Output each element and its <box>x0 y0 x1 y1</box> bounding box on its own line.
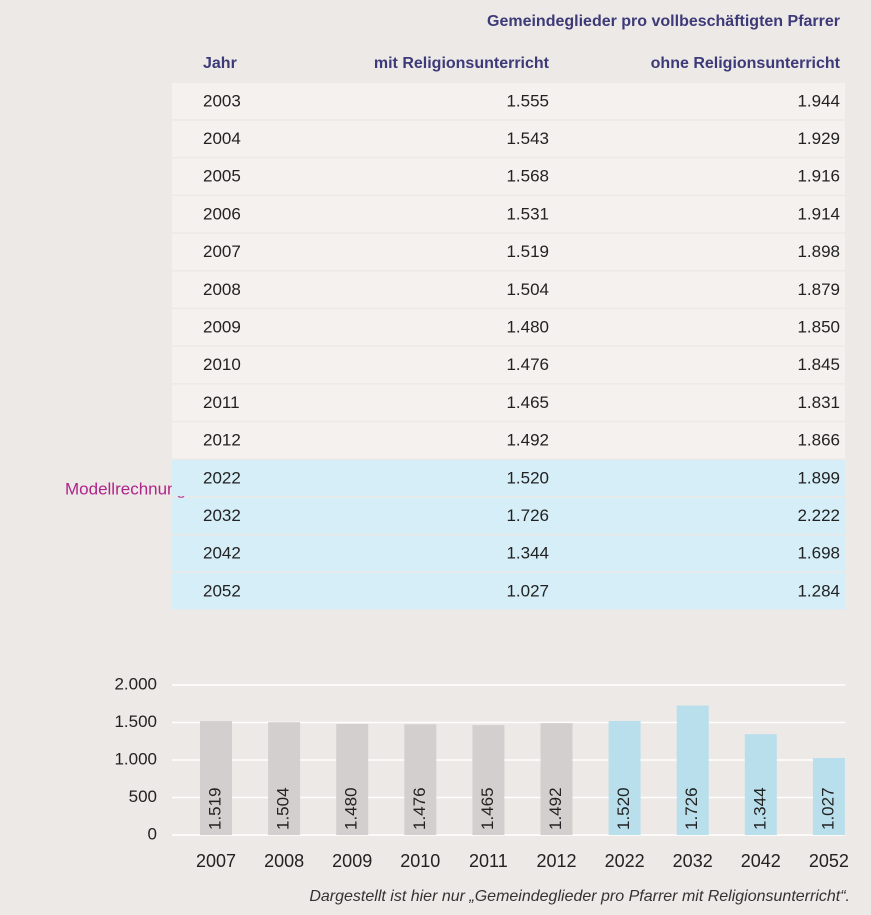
x-tick-label: 2022 <box>605 851 645 871</box>
bar <box>404 724 437 835</box>
table-row <box>172 422 845 459</box>
table-cell: 1.531 <box>506 204 549 223</box>
table-row <box>172 460 845 497</box>
column-header: mit Religionsunterricht <box>374 55 550 72</box>
bar <box>812 757 845 835</box>
bar-value-label: 1.344 <box>750 787 769 830</box>
y-tick-label: 1.500 <box>114 712 157 731</box>
table-row <box>172 158 845 195</box>
bar-value-label: 1.520 <box>614 787 633 830</box>
table-cell: 1.476 <box>506 355 549 374</box>
bar <box>608 721 641 835</box>
bar <box>744 734 777 835</box>
table-cell: 1.850 <box>797 318 840 337</box>
table-cell: 2007 <box>203 242 241 261</box>
bar <box>676 705 709 835</box>
table-cell: 1.284 <box>797 581 840 600</box>
table-cell: 1.916 <box>797 167 840 186</box>
table-cell: 1.504 <box>506 280 549 299</box>
table-cell: 1.845 <box>797 355 840 374</box>
x-tick-label: 2011 <box>469 851 508 871</box>
table-cell: 1.520 <box>506 468 549 487</box>
bar-value-label: 1.476 <box>410 787 429 830</box>
table-cell: 2003 <box>203 91 241 110</box>
chart-note: Dargestellt ist hier nur „Gemeindegliede… <box>309 888 850 905</box>
table-cell: 2004 <box>203 129 241 148</box>
x-tick-label: 2012 <box>536 851 576 871</box>
column-header: ohne Religionsunterricht <box>651 55 841 72</box>
bar-value-label: 1.027 <box>818 787 837 830</box>
y-tick-label: 0 <box>148 824 157 843</box>
table-row <box>172 346 845 384</box>
bar-value-label: 1.504 <box>274 787 293 830</box>
table-row <box>172 120 845 157</box>
table-cell: 1.480 <box>506 318 549 337</box>
table-row <box>172 535 845 572</box>
model-label: Modellrechnung <box>65 479 186 498</box>
table-cell: 1.344 <box>506 544 549 563</box>
table-cell: 1.914 <box>797 204 840 223</box>
table-row <box>172 233 845 270</box>
column-header: Jahr <box>203 55 237 72</box>
y-tick-label: 2.000 <box>114 674 157 693</box>
table-row <box>172 196 845 233</box>
bar-value-label: 1.465 <box>478 787 497 830</box>
table-title: Gemeindeglieder pro vollbeschäftigten Pf… <box>487 13 840 30</box>
table-cell: 1.465 <box>506 393 549 412</box>
x-tick-label: 2052 <box>809 851 849 871</box>
table-cell: 1.726 <box>506 506 549 525</box>
y-tick-label: 1.000 <box>114 749 157 768</box>
table-row <box>172 497 845 534</box>
table-cell: 1.519 <box>506 242 549 261</box>
x-tick-label: 2009 <box>332 851 372 871</box>
table-row <box>172 309 845 346</box>
table-cell: 2011 <box>203 393 240 412</box>
table-cell: 2042 <box>203 544 241 563</box>
table-row <box>172 271 845 308</box>
y-tick-label: 500 <box>129 787 157 806</box>
x-tick-label: 2007 <box>196 851 236 871</box>
table-cell: 1.929 <box>797 129 840 148</box>
table-cell: 2006 <box>203 204 241 223</box>
table-cell: 1.568 <box>506 167 549 186</box>
bar <box>472 725 505 835</box>
table-cell: 1.944 <box>797 91 840 110</box>
bar-value-label: 1.519 <box>205 787 224 830</box>
table-cell: 1.555 <box>506 91 549 110</box>
bar <box>200 721 232 835</box>
x-tick-label: 2042 <box>741 851 781 871</box>
table-row <box>172 83 845 120</box>
table-cell: 2008 <box>203 280 241 299</box>
bar-value-label: 1.492 <box>546 787 565 830</box>
table-cell: 2009 <box>203 318 241 337</box>
table-cell: 2032 <box>203 506 241 525</box>
table-cell: 1.899 <box>797 468 840 487</box>
x-tick-label: 2008 <box>264 851 304 871</box>
table-cell: 1.879 <box>797 280 840 299</box>
table-cell: 2.222 <box>797 506 840 525</box>
table-row <box>172 573 845 610</box>
bar <box>540 723 573 835</box>
table-cell: 1.543 <box>506 129 549 148</box>
bar <box>336 724 369 835</box>
table-cell: 2010 <box>203 355 241 374</box>
table-cell: 1.898 <box>797 242 840 261</box>
table-cell: 1.027 <box>506 581 549 600</box>
bar <box>268 722 301 835</box>
bar-value-label: 1.480 <box>342 787 361 830</box>
table-cell: 2012 <box>203 431 241 450</box>
table-cell: 2052 <box>203 581 241 600</box>
table-cell: 2005 <box>203 167 241 186</box>
table-row <box>172 384 845 421</box>
table-cell: 1.831 <box>797 393 840 412</box>
table-cell: 1.698 <box>797 544 840 563</box>
bar-value-label: 1.726 <box>682 787 701 830</box>
table-cell: 1.492 <box>506 431 549 450</box>
x-tick-label: 2032 <box>673 851 713 871</box>
table-cell: 1.866 <box>797 431 840 450</box>
table-cell: 2022 <box>203 468 241 487</box>
x-tick-label: 2010 <box>400 851 440 871</box>
